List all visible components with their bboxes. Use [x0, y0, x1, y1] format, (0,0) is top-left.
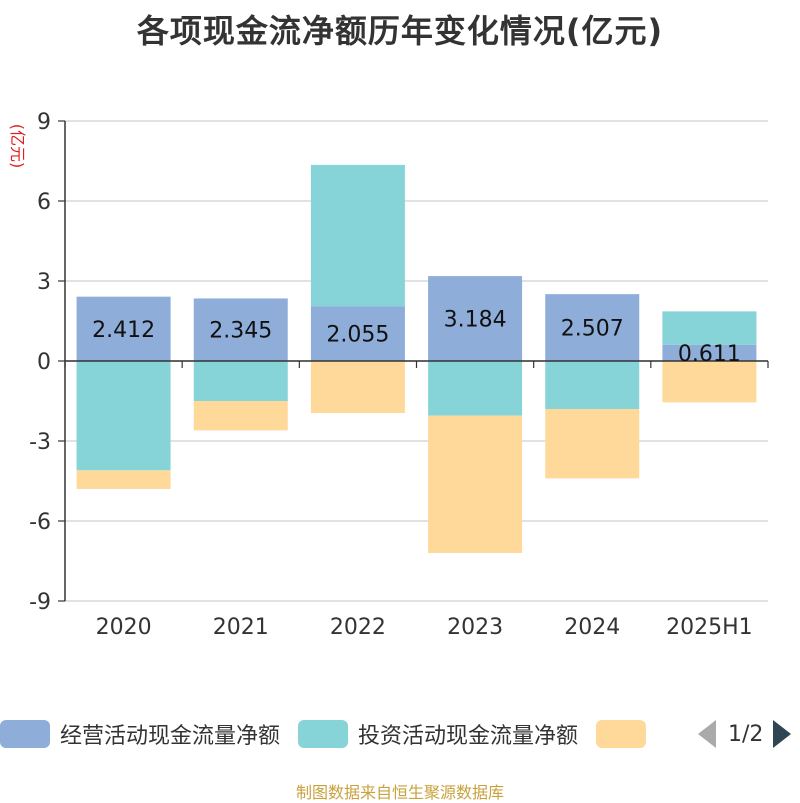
legend-item-operating[interactable]: 经营活动现金流量净额 [0, 718, 280, 750]
y-tick-label: 0 [37, 350, 51, 375]
bar-s0-2021 [193, 298, 288, 361]
bar-s0-2023 [428, 276, 523, 361]
bar-s1-2022 [310, 164, 405, 307]
y-tick-label: 3 [37, 270, 51, 295]
bar-s2-2021 [193, 401, 288, 431]
y-tick-label: 6 [37, 190, 51, 215]
legend: 经营活动现金流量净额 投资活动现金流量净额 [0, 716, 674, 752]
legend-swatch-investing [298, 720, 349, 748]
x-tick-label-2025H1: 2025H1 [666, 615, 753, 640]
bar-s0-2020 [76, 296, 171, 361]
data-label-2024: 2.507 [561, 317, 624, 342]
bar-s1-2025H1 [662, 311, 757, 345]
y-axis-label: (亿元) [8, 124, 27, 169]
data-label-2023: 3.184 [444, 308, 507, 333]
x-tick-label-2023: 2023 [447, 615, 503, 640]
legend-label-investing: 投资活动现金流量净额 [358, 724, 579, 749]
legend-item-financing[interactable] [596, 720, 656, 748]
bar-s2-2024 [545, 409, 640, 479]
pager-prev-icon[interactable] [698, 720, 716, 748]
data-label-2021: 2.345 [209, 319, 272, 344]
data-label-2025H1: 0.611 [678, 342, 741, 367]
data-label-2022: 2.055 [326, 323, 389, 348]
data-label-2020: 2.412 [92, 318, 155, 343]
bar-s1-2024 [545, 361, 640, 409]
bar-s0-2024 [545, 294, 640, 361]
legend-swatch-financing [596, 720, 647, 748]
bar-s2-2022 [310, 361, 405, 413]
pager-next-icon[interactable] [773, 720, 792, 748]
legend-label-operating: 经营活动现金流量净额 [60, 724, 281, 749]
pager-page-text: 1/2 [728, 721, 764, 747]
chart-title: 各项现金流净额历年变化情况(亿元) [136, 12, 664, 50]
source-note: 制图数据来自恒生聚源数据库 [295, 783, 504, 802]
x-tick-label-2020: 2020 [96, 615, 152, 640]
bar-s2-2023 [428, 415, 523, 553]
legend-swatch-operating [0, 720, 50, 748]
legend-pager: 1/2 [698, 716, 792, 752]
x-tick-label-2022: 2022 [330, 615, 386, 640]
y-tick-label: -9 [29, 590, 51, 615]
x-tick-label-2024: 2024 [564, 615, 620, 640]
y-tick-label: -3 [29, 430, 51, 455]
bar-s0-2025H1 [662, 344, 757, 361]
bar-s2-2025H1 [662, 361, 757, 403]
bar-s1-2023 [428, 361, 523, 416]
legend-item-investing[interactable]: 投资活动现金流量净额 [298, 718, 578, 750]
x-tick-label-2021: 2021 [213, 615, 269, 640]
bar-s0-2022 [310, 306, 405, 361]
bar-s2-2020 [76, 470, 171, 489]
bar-s1-2020 [76, 361, 171, 471]
y-tick-label: -6 [29, 510, 51, 535]
y-tick-label: 9 [37, 110, 51, 135]
bar-s1-2021 [193, 361, 288, 401]
